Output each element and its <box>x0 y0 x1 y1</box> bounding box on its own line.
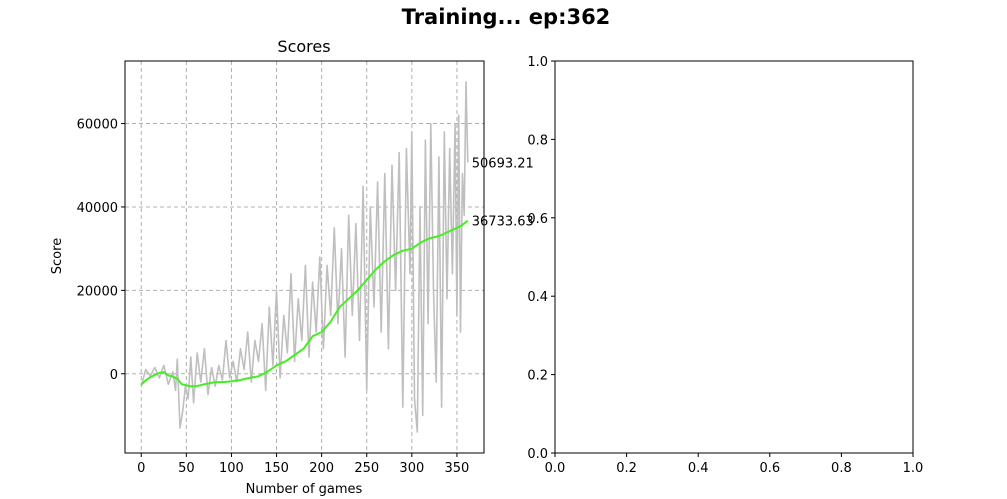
x-tick-label: 100 <box>219 461 244 476</box>
x-tick-label: 0 <box>137 461 145 476</box>
x-tick-label: 200 <box>309 461 334 476</box>
figure-suptitle: Training... ep:362 <box>402 5 611 29</box>
y-tick-label: 1.0 <box>527 55 548 70</box>
value-annotation: 36733.63 <box>472 215 534 230</box>
y-tick-label: 0.6 <box>527 212 548 227</box>
y-tick-label: 60000 <box>77 118 118 133</box>
y-tick-label: 0.0 <box>527 447 548 462</box>
mean-score-series-line <box>140 219 469 388</box>
x-tick-label: 0.0 <box>545 461 566 476</box>
scores-xlabel: Number of games <box>246 482 363 497</box>
plot-area <box>140 81 469 433</box>
scores-axes: Scores Number of games Score 0 50 100 150 20… <box>50 37 534 497</box>
x-tick-label: 150 <box>264 461 289 476</box>
y-tick-label: 20000 <box>77 284 118 299</box>
x-tick-label: 250 <box>354 461 379 476</box>
value-annotation: 50693.21 <box>472 156 534 171</box>
y-tick-label: 0.2 <box>527 369 548 384</box>
scores-title: Scores <box>277 37 330 56</box>
x-tick-label: 1.0 <box>903 461 924 476</box>
x-tick-label: 300 <box>399 461 424 476</box>
axes-frame <box>554 60 914 454</box>
y-tick-label: 0 <box>110 368 118 383</box>
x-tick-label: 0.8 <box>831 461 852 476</box>
x-tick-label: 0.4 <box>688 461 709 476</box>
empty-axes: 0.0 0.2 0.4 0.6 0.8 1.0 0.0 0.2 0.4 0.6 0.8 1.0 <box>527 55 923 476</box>
score-series-line <box>140 81 469 433</box>
scores-ylabel: Score <box>50 238 65 274</box>
axes-frame <box>124 60 485 454</box>
x-tick-label: 0.6 <box>759 461 780 476</box>
x-tick-label: 350 <box>445 461 470 476</box>
x-tick-label: 0.2 <box>616 461 637 476</box>
x-tick-label: 50 <box>178 461 195 476</box>
y-tick-label: 0.8 <box>527 133 548 148</box>
y-tick-label: 40000 <box>77 201 118 216</box>
y-tick-label: 0.4 <box>527 290 548 305</box>
